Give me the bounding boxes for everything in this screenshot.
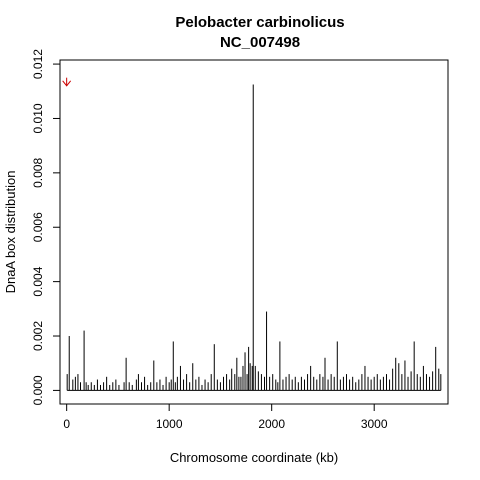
arrow-head <box>62 80 72 87</box>
x-tick-label: 3000 <box>361 417 388 431</box>
x-tick-label: 1000 <box>156 417 183 431</box>
y-tick-label: 0.002 <box>31 321 45 351</box>
y-tick-label: 0.008 <box>31 158 45 188</box>
y-tick-label: 0.000 <box>31 375 45 405</box>
x-axis-label: Chromosome coordinate (kb) <box>170 450 338 465</box>
arrow-down-icon <box>62 77 72 87</box>
y-tick-label: 0.010 <box>31 103 45 133</box>
y-tick-label: 0.012 <box>31 49 45 79</box>
y-tick-label: 0.004 <box>31 266 45 296</box>
y-axis: 0.000 0.002 0.004 0.006 0.008 0.010 0.012 <box>31 49 61 405</box>
y-tick-label: 0.006 <box>31 212 45 242</box>
x-tick-label: 0 <box>63 417 70 431</box>
chart-title: Pelobacter carbinolicus <box>175 14 344 31</box>
chart-subtitle: NC_007498 <box>220 34 300 51</box>
x-tick-label: 2000 <box>258 417 285 431</box>
plot-frame <box>59 59 449 405</box>
x-axis: 0 1000 2000 3000 <box>63 403 388 431</box>
y-axis-label: DnaA box distribution <box>3 171 18 294</box>
bar-series <box>66 84 442 391</box>
